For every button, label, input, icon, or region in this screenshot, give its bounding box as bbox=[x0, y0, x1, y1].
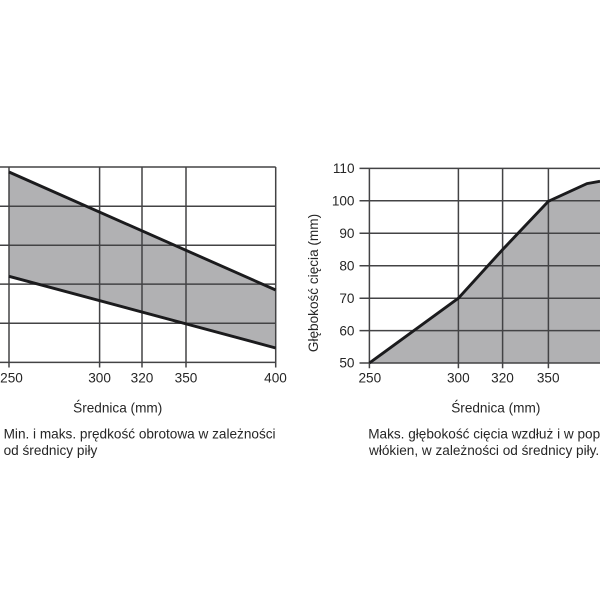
svg-text:60: 60 bbox=[339, 323, 355, 338]
svg-text:100: 100 bbox=[332, 194, 355, 209]
svg-text:300: 300 bbox=[447, 370, 470, 385]
svg-text:Głębokość cięcia (mm): Głębokość cięcia (mm) bbox=[306, 214, 321, 352]
svg-text:300: 300 bbox=[88, 370, 111, 385]
svg-text:250: 250 bbox=[0, 370, 23, 385]
svg-text:110: 110 bbox=[333, 161, 355, 176]
svg-text:90: 90 bbox=[339, 226, 355, 241]
svg-text:Średnica (mm): Średnica (mm) bbox=[73, 401, 162, 416]
svg-text:50: 50 bbox=[339, 356, 355, 371]
svg-text:włókien, w zależności od średn: włókien, w zależności od średnicy piły. bbox=[368, 443, 599, 458]
svg-text:80: 80 bbox=[339, 258, 355, 273]
svg-text:320: 320 bbox=[131, 370, 154, 385]
svg-text:400: 400 bbox=[264, 370, 287, 385]
svg-text:320: 320 bbox=[491, 370, 514, 385]
svg-text:Maks. głębokość cięcia wzdłuż: Maks. głębokość cięcia wzdłuż i w poprze… bbox=[368, 426, 600, 441]
svg-text:Średnica (mm): Średnica (mm) bbox=[451, 401, 540, 416]
svg-text:od średnicy piły: od średnicy piły bbox=[4, 443, 98, 458]
svg-text:Min. i maks. prędkość obrotowa: Min. i maks. prędkość obrotowa w zależno… bbox=[4, 426, 276, 441]
svg-text:250: 250 bbox=[358, 370, 381, 385]
svg-text:350: 350 bbox=[537, 370, 560, 385]
svg-text:70: 70 bbox=[339, 291, 355, 306]
svg-text:350: 350 bbox=[175, 370, 198, 385]
